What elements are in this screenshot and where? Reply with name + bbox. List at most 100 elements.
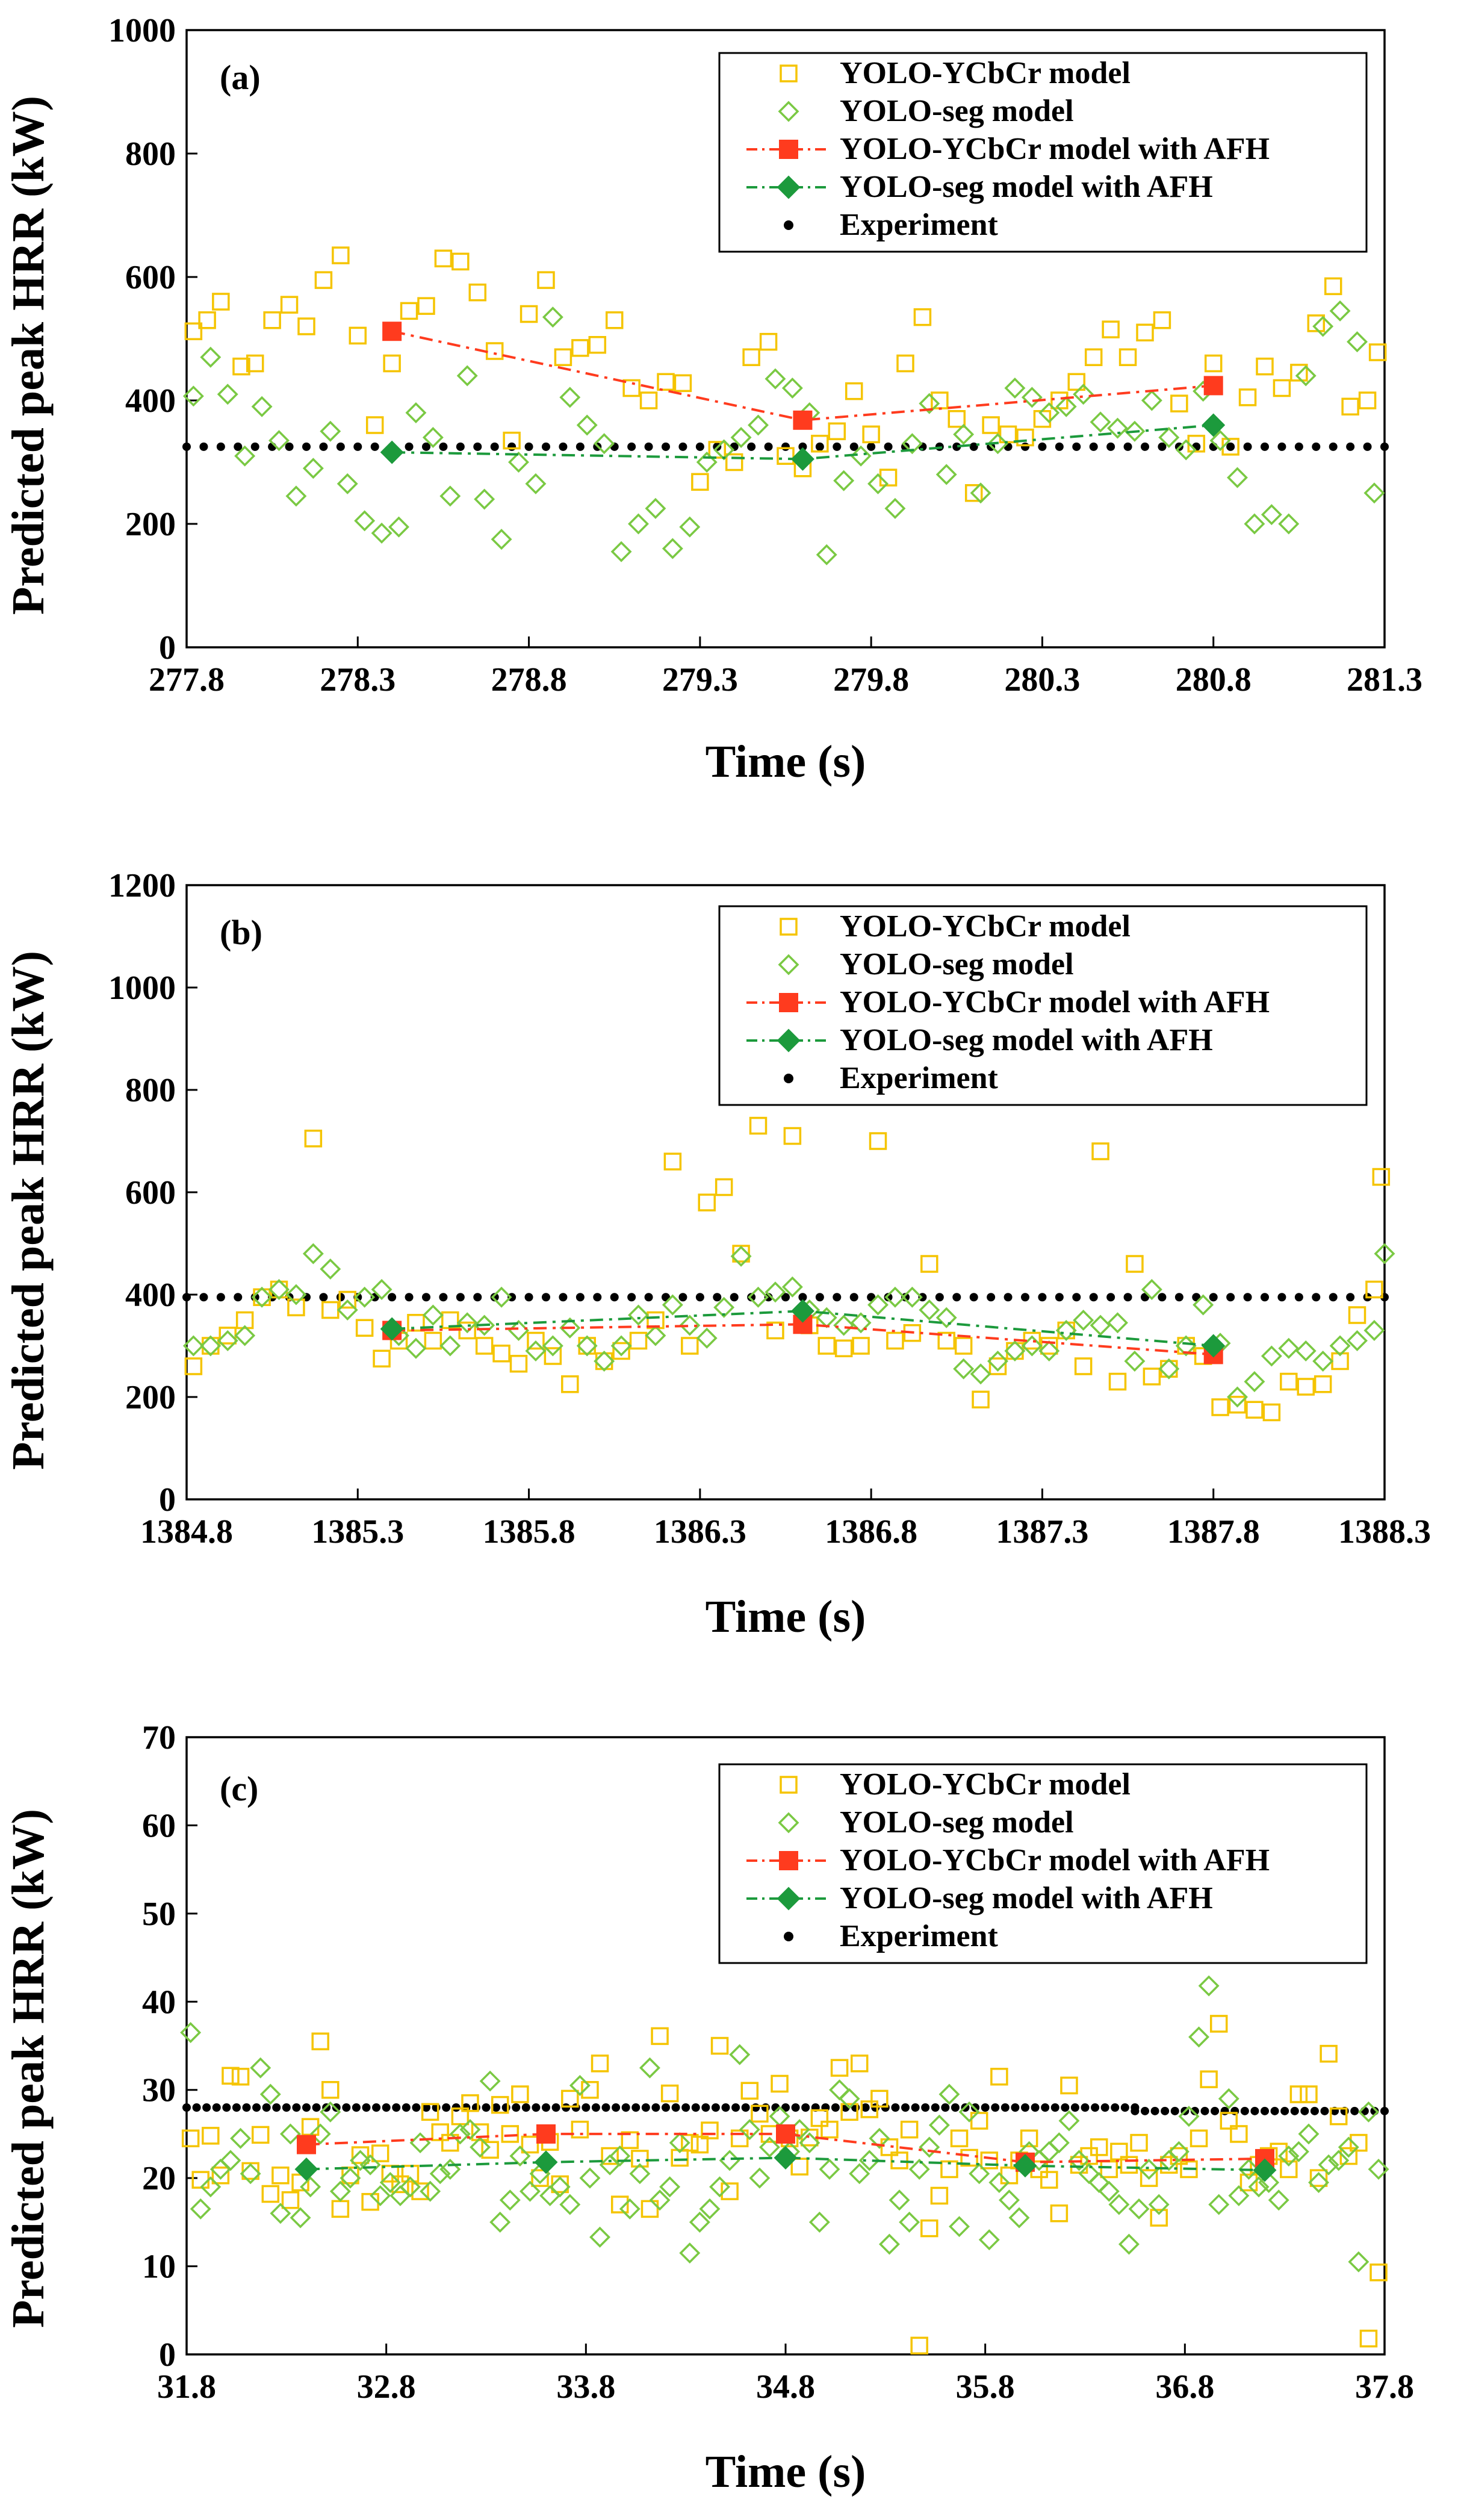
seg-raw-point bbox=[739, 2119, 760, 2141]
experiment-point bbox=[422, 2103, 430, 2112]
experiment-point bbox=[292, 2103, 301, 2112]
seg-raw-point bbox=[781, 378, 803, 399]
ycbcr-raw-point bbox=[281, 2191, 300, 2209]
experiment-point bbox=[1161, 2106, 1170, 2115]
ycbcr-raw-point bbox=[485, 342, 504, 360]
seg-raw-point bbox=[405, 1337, 427, 1359]
x-tick-label: 1387.8 bbox=[1167, 1513, 1260, 1551]
experiment-point bbox=[952, 442, 961, 451]
seg-afh-point bbox=[1202, 1334, 1226, 1358]
experiment-point bbox=[747, 1293, 756, 1302]
experiment-point bbox=[582, 2103, 591, 2112]
seg-raw-point bbox=[1329, 1335, 1351, 1357]
ycbcr-raw-point bbox=[417, 297, 435, 315]
seg-raw-point bbox=[354, 1286, 376, 1308]
ycbcr-raw-point bbox=[1016, 428, 1034, 447]
ycbcr-raw-point bbox=[503, 431, 521, 450]
ycbcr-raw-point bbox=[331, 2200, 350, 2218]
experiment-point bbox=[1072, 442, 1081, 451]
ycbcr-raw-point bbox=[1143, 1367, 1161, 1386]
experiment-point bbox=[935, 1293, 944, 1302]
seg-raw-point bbox=[1312, 316, 1334, 337]
experiment-point bbox=[1270, 2106, 1279, 2115]
seg-raw-point bbox=[662, 538, 683, 559]
seg-raw-point bbox=[320, 420, 341, 442]
seg-afh-line bbox=[306, 2156, 1265, 2171]
y-tick-label: 40 bbox=[142, 1983, 176, 2021]
seg-raw-point bbox=[182, 385, 204, 407]
experiment-point bbox=[1174, 1293, 1183, 1302]
seg-raw-point bbox=[928, 2114, 950, 2136]
y-tick-label: 0 bbox=[159, 1481, 176, 1519]
seg-raw-point bbox=[251, 396, 273, 417]
ycbcr-raw-point bbox=[1280, 2160, 1298, 2179]
ycbcr-raw-point bbox=[766, 1321, 784, 1340]
ycbcr-raw-point bbox=[381, 2165, 400, 2183]
ycbcr-raw-point bbox=[571, 2120, 589, 2139]
ycbcr-raw-point bbox=[222, 2067, 240, 2085]
seg-raw-point bbox=[542, 306, 563, 328]
experiment-point bbox=[524, 442, 533, 451]
ycbcr-raw-point bbox=[972, 1390, 990, 1408]
seg-raw-point bbox=[713, 1296, 735, 1318]
ycbcr-raw-point bbox=[852, 1337, 870, 1355]
legend-symbol bbox=[778, 1812, 799, 1834]
experiment-point bbox=[1061, 2103, 1070, 2112]
legend-symbol bbox=[780, 64, 798, 82]
experiment-point bbox=[353, 442, 362, 451]
experiment-point bbox=[1312, 1293, 1321, 1302]
ycbcr-raw-point bbox=[211, 2167, 230, 2185]
ycbcr-raw-point bbox=[1108, 1372, 1127, 1391]
seg-raw-point bbox=[699, 2198, 721, 2220]
seg-raw-point bbox=[978, 2229, 1000, 2251]
legend-seg-raw-symbol bbox=[778, 954, 799, 975]
seg-raw-point bbox=[456, 365, 478, 387]
x-tick-label: 1384.8 bbox=[140, 1513, 233, 1551]
seg-raw-point bbox=[439, 485, 461, 507]
ycbcr-afh-line bbox=[391, 330, 1214, 422]
legend-label: YOLO-YCbCr model bbox=[840, 909, 1131, 944]
seg-raw-point bbox=[610, 541, 632, 562]
experiment-point bbox=[678, 442, 687, 451]
experiment-point bbox=[272, 2103, 281, 2112]
seg-raw-point bbox=[1048, 2132, 1070, 2154]
ycbcr-raw-point bbox=[622, 379, 641, 397]
seg-raw-point bbox=[1363, 482, 1385, 504]
ycbcr-raw-point bbox=[999, 425, 1017, 444]
ycbcr-raw-point bbox=[1040, 2171, 1058, 2189]
experiment-point bbox=[1329, 442, 1338, 451]
seg-raw-point bbox=[594, 433, 615, 455]
legend-label: YOLO-YCbCr model with AFH bbox=[840, 132, 1270, 166]
experiment-point bbox=[319, 442, 328, 451]
experiment-point bbox=[252, 2103, 261, 2112]
ycbcr-raw-point bbox=[1130, 2133, 1148, 2152]
ycbcr-raw-point bbox=[251, 2126, 270, 2144]
seg-afh-point bbox=[534, 2150, 558, 2174]
seg-raw-point bbox=[919, 2136, 940, 2158]
seg-raw-point bbox=[758, 2136, 780, 2158]
experiment-point bbox=[439, 442, 448, 451]
experiment-point bbox=[559, 442, 568, 451]
legend-label: Experiment bbox=[840, 1061, 999, 1095]
ycbcr-raw-point bbox=[1348, 1306, 1366, 1324]
seg-raw-point bbox=[1055, 1320, 1077, 1341]
ycbcr-raw-point bbox=[471, 2123, 489, 2141]
legend-label: YOLO-seg model bbox=[840, 1805, 1074, 1840]
seg-afh-point bbox=[1013, 2154, 1037, 2178]
x-tick-label: 278.3 bbox=[320, 661, 395, 698]
seg-afh-line bbox=[392, 1310, 1214, 1347]
seg-raw-point bbox=[1108, 2194, 1130, 2215]
seg-raw-point bbox=[329, 2180, 351, 2202]
ycbcr-raw-point bbox=[869, 1132, 887, 1150]
seg-raw-point bbox=[459, 2119, 481, 2141]
experiment-point bbox=[969, 1293, 978, 1302]
legend-box bbox=[718, 52, 1368, 253]
ycbcr-raw-point bbox=[544, 1347, 562, 1365]
experiment-point bbox=[199, 1293, 208, 1302]
x-tick-label: 33.8 bbox=[556, 2368, 615, 2406]
ycbcr-raw-point bbox=[287, 1298, 305, 1316]
seg-raw-point bbox=[849, 2163, 870, 2185]
experiment-point bbox=[232, 2103, 241, 2112]
experiment-point bbox=[831, 2103, 840, 2112]
